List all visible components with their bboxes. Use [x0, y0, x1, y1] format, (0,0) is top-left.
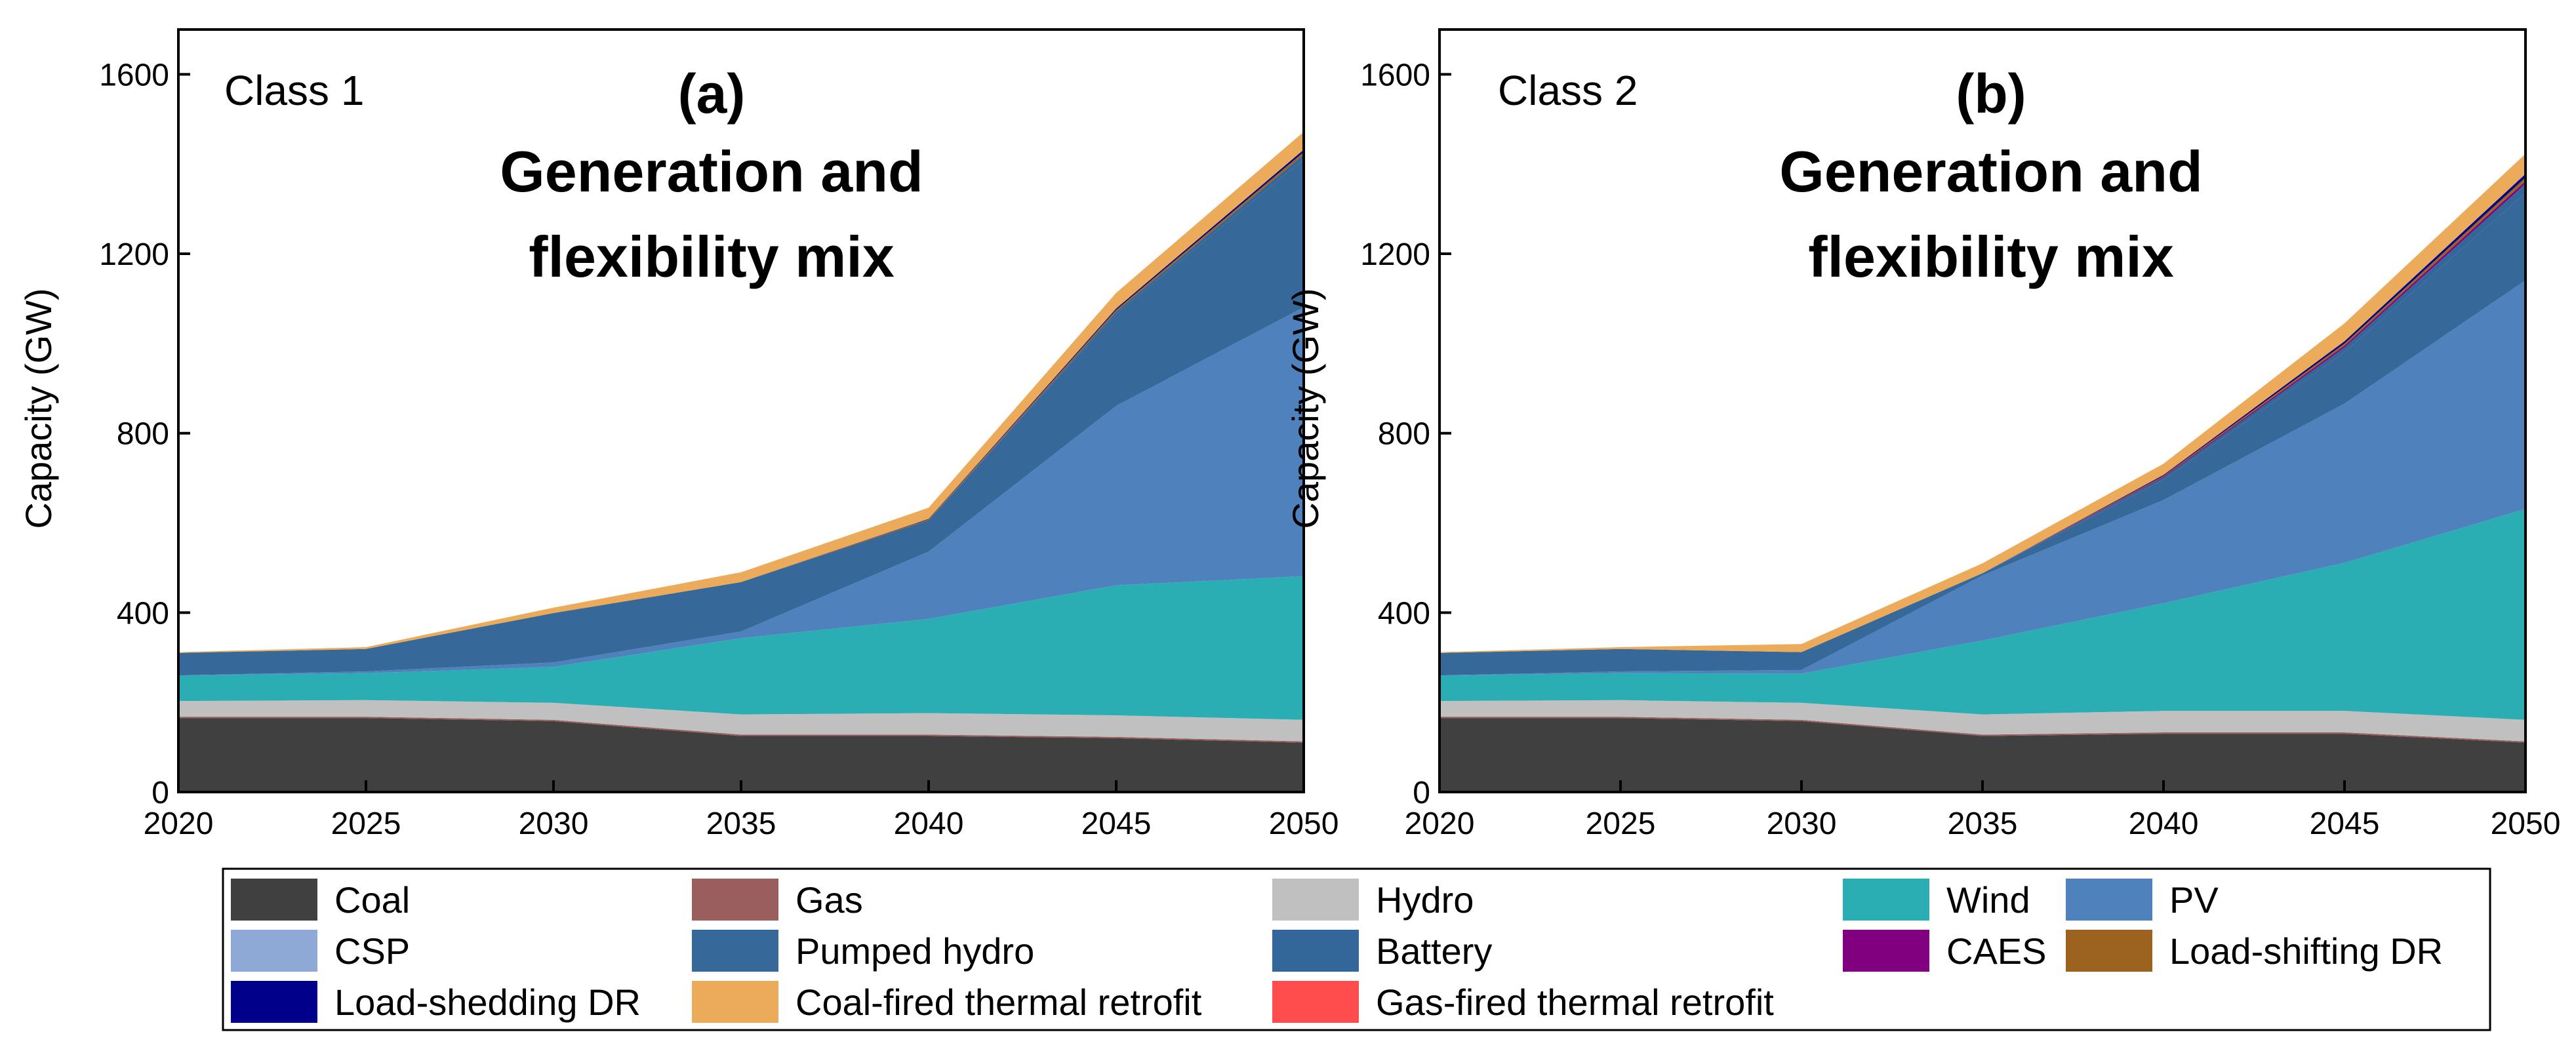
x-tick-label: 2020: [1405, 806, 1475, 841]
panel-a-frame: [177, 28, 1305, 793]
legend-label-hydro: Hydro: [1376, 879, 1474, 921]
y-tick-label: 400: [117, 596, 169, 631]
panel-b-areas: [1439, 153, 2526, 792]
area-gas: [178, 717, 1304, 743]
panel-b-title-line-1: Generation and: [1779, 139, 2202, 204]
x-tick-label: 2040: [2129, 806, 2199, 841]
x-tick-label: 2045: [1081, 806, 1152, 841]
legend-label-gas-fired-thermal-retrofit: Gas-fired thermal retrofit: [1376, 982, 1774, 1023]
legend-label-coal: Coal: [334, 879, 410, 921]
y-tick-label: 1600: [1360, 58, 1430, 92]
panel-b-y-ticks: 0 400 800 1200 1600: [1360, 58, 1451, 810]
panel-b-ylabel: Capacity (GW): [1285, 288, 1326, 528]
x-tick-label: 2050: [2491, 806, 2561, 841]
y-tick-label: 1200: [1360, 237, 1430, 272]
legend: Coal Gas Hydro Wind PV CSP Pumped hydro Battery…: [222, 867, 2491, 1031]
legend-swatch-caes: [1843, 930, 1929, 972]
legend-swatch-coal: [231, 879, 317, 921]
panel-b-x-ticks: 2020 2025 2030 2035 2040 2045 2050: [1405, 780, 2561, 841]
panel-a-class-label: Class 1: [224, 67, 364, 114]
panel-b-class-label: Class 2: [1498, 67, 1638, 114]
y-tick-label: 800: [117, 417, 169, 452]
area-hydro: [178, 700, 1304, 742]
legend-label-gas: Gas: [795, 879, 863, 921]
area-hydro: [1439, 700, 2526, 742]
legend-swatch-pumped-hydro: [692, 930, 778, 972]
area-coal: [178, 718, 1304, 792]
y-tick-label: 1200: [99, 237, 169, 272]
legend-swatch-load-shedding-dr: [231, 981, 317, 1023]
area-wind: [178, 576, 1304, 720]
x-tick-label: 2020: [144, 806, 214, 841]
legend-swatch-gas-fired-thermal-retrofit: [1272, 981, 1359, 1023]
area-pv: [178, 307, 1304, 676]
panel-a-y-ticks: 0 400 800 1200 1600: [99, 58, 190, 810]
legend-label-pv: PV: [2169, 879, 2219, 921]
x-tick-label: 2025: [331, 806, 401, 841]
legend-swatch-pv: [2066, 879, 2152, 921]
legend-swatch-csp: [231, 930, 317, 972]
x-tick-label: 2030: [1767, 806, 1837, 841]
legend-swatch-coal-fired-thermal-retrofit: [692, 981, 778, 1023]
legend-label-caes: CAES: [1946, 930, 2047, 972]
panel-b-title-line-2: flexibility mix: [1808, 224, 2174, 289]
legend-label-csp: CSP: [334, 930, 410, 972]
legend-label-pumped-hydro: Pumped hydro: [795, 930, 1034, 972]
panel-a-title-line-1: Generation and: [500, 139, 923, 204]
legend-items: Coal Gas Hydro Wind PV CSP Pumped hydro Battery…: [231, 879, 2443, 1023]
legend-label-load-shifting-dr: Load-shifting DR: [2169, 930, 2443, 972]
x-tick-label: 2035: [1948, 806, 2018, 841]
legend-swatch-wind: [1843, 879, 1929, 921]
y-tick-label: 1600: [99, 58, 169, 92]
panel-a-title-line-2: flexibility mix: [529, 224, 895, 289]
legend-swatch-battery: [1272, 930, 1359, 972]
legend-label-load-shedding-dr: Load-shedding DR: [334, 982, 641, 1023]
panel-a-x-ticks: 2020 2025 2030 2035 2040 2045 2050: [144, 780, 1339, 841]
panel-a-letter: (a): [678, 63, 746, 125]
panel-b-frame: [1438, 28, 2527, 793]
legend-label-coal-fired-thermal-retrofit: Coal-fired thermal retrofit: [795, 982, 1202, 1023]
y-tick-label: 800: [1378, 417, 1430, 452]
panel-b-letter: (b): [1956, 63, 2026, 125]
area-pumped-hydro: [178, 159, 1304, 676]
x-tick-label: 2040: [894, 806, 964, 841]
area-wind: [1439, 509, 2526, 720]
legend-label-wind: Wind: [1946, 879, 2030, 921]
x-tick-label: 2035: [706, 806, 776, 841]
legend-swatch-hydro: [1272, 879, 1359, 921]
panel-a-ylabel: Capacity (GW): [18, 288, 59, 528]
legend-label-battery: Battery: [1376, 930, 1492, 972]
x-tick-label: 2045: [2310, 806, 2380, 841]
x-tick-label: 2025: [1586, 806, 1656, 841]
legend-swatch-load-shifting-dr: [2066, 930, 2152, 972]
panel-a-areas: [178, 132, 1304, 792]
y-tick-label: 0: [1413, 776, 1430, 810]
area-pv: [1439, 280, 2526, 676]
area-coal: [1439, 718, 2526, 792]
x-tick-label: 2030: [519, 806, 589, 841]
legend-swatch-gas: [692, 879, 778, 921]
y-tick-label: 0: [151, 776, 169, 810]
y-tick-label: 400: [1378, 596, 1430, 631]
x-tick-label: 2050: [1269, 806, 1339, 841]
